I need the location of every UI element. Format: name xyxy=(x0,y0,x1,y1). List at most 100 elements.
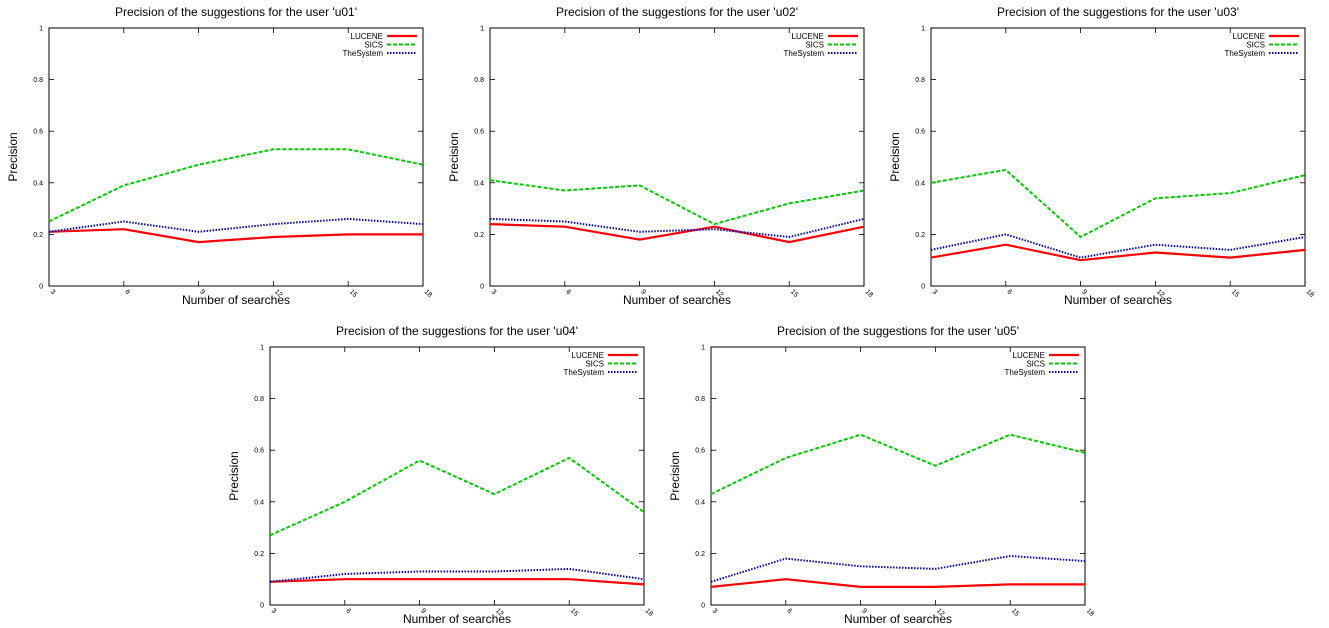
y-tick-label: 0 xyxy=(39,284,43,291)
series-line-lucene xyxy=(710,578,1085,589)
series-line-sics xyxy=(269,456,645,537)
y-tick-label: 0.8 xyxy=(695,396,705,403)
x-tick-label: 18 xyxy=(864,288,875,299)
x-tick-label: 15 xyxy=(789,288,800,299)
y-tick-label: 0.8 xyxy=(915,77,925,84)
y-axis-label: Precision xyxy=(888,132,902,181)
x-tick-label: 9 xyxy=(419,607,427,615)
chart-title: Precision of the suggestions for the use… xyxy=(336,324,578,338)
y-tick-label: 1 xyxy=(39,26,43,33)
x-tick-label: 12 xyxy=(1155,288,1166,299)
legend-label: TheSystem xyxy=(784,49,825,58)
x-tick-label: 12 xyxy=(494,607,505,618)
chart-panel-3: Precision of the suggestions for the use… xyxy=(888,5,1315,307)
y-axis-label: Precision xyxy=(6,132,20,181)
plot-frame xyxy=(489,27,865,287)
x-tick-label: 9 xyxy=(1080,288,1088,296)
y-tick-label: 0.8 xyxy=(474,77,484,84)
y-tick-label: 0.2 xyxy=(474,232,484,239)
x-axis-label: Number of searches xyxy=(623,293,731,307)
x-tick-label: 3 xyxy=(49,288,57,296)
x-axis-label: Number of searches xyxy=(844,612,952,626)
x-tick-label: 18 xyxy=(423,288,434,299)
x-tick-label: 15 xyxy=(1230,288,1241,299)
legend-label: SICS xyxy=(364,40,383,49)
y-tick-label: 0.4 xyxy=(254,499,264,506)
y-tick-label: 0.8 xyxy=(254,396,264,403)
y-tick-label: 0 xyxy=(480,284,484,291)
x-tick-label: 18 xyxy=(1085,607,1096,618)
legend-label: SICS xyxy=(1026,359,1045,368)
series-line-thesystem xyxy=(489,217,865,239)
x-tick-label: 3 xyxy=(931,288,939,296)
x-tick-label: 18 xyxy=(644,607,655,618)
x-tick-label: 12 xyxy=(273,288,284,299)
series-line-sics xyxy=(489,179,865,226)
y-tick-label: 1 xyxy=(921,26,925,33)
chart-panel-4: Precision of the suggestions for the use… xyxy=(227,324,654,626)
y-tick-label: 0.2 xyxy=(695,551,705,558)
plot-frame xyxy=(710,346,1086,606)
y-tick-label: 0.4 xyxy=(33,180,43,187)
y-tick-label: 1 xyxy=(480,26,484,33)
x-tick-label: 9 xyxy=(198,288,206,296)
series-line-thesystem xyxy=(930,233,1306,259)
legend-label: LUCENE xyxy=(351,32,383,41)
y-tick-label: 0.2 xyxy=(33,232,43,239)
y-tick-label: 0 xyxy=(921,284,925,291)
legend-label: LUCENE xyxy=(1013,351,1045,360)
y-tick-label: 1 xyxy=(701,345,705,352)
x-tick-label: 12 xyxy=(935,607,946,618)
chart-panel-5: Precision of the suggestions for the use… xyxy=(668,324,1095,626)
y-tick-label: 1 xyxy=(260,345,264,352)
x-tick-label: 6 xyxy=(564,288,572,296)
legend-label: SICS xyxy=(585,359,604,368)
legend-label: LUCENE xyxy=(1233,32,1265,41)
x-axis-label: Number of searches xyxy=(1064,293,1172,307)
series-line-lucene xyxy=(489,223,865,244)
y-tick-label: 0.4 xyxy=(695,499,705,506)
x-tick-label: 6 xyxy=(123,288,131,296)
y-tick-label: 0.6 xyxy=(915,129,925,136)
chart-title: Precision of the suggestions for the use… xyxy=(556,5,798,19)
legend-label: SICS xyxy=(1246,40,1265,49)
x-tick-label: 12 xyxy=(714,288,725,299)
x-tick-label: 6 xyxy=(785,607,793,615)
plot-frame xyxy=(269,346,645,606)
legend-label: SICS xyxy=(805,40,824,49)
y-axis-label: Precision xyxy=(227,451,241,500)
x-tick-label: 6 xyxy=(344,607,352,615)
legend-label: TheSystem xyxy=(564,368,605,377)
y-tick-label: 0.4 xyxy=(915,180,925,187)
y-tick-label: 0.8 xyxy=(33,77,43,84)
legend-label: TheSystem xyxy=(1005,368,1046,377)
y-tick-label: 0.6 xyxy=(474,129,484,136)
y-axis-label: Precision xyxy=(668,451,682,500)
y-tick-label: 0.6 xyxy=(695,448,705,455)
x-tick-label: 15 xyxy=(569,607,580,618)
chart-panel-2: Precision of the suggestions for the use… xyxy=(447,5,874,307)
y-tick-label: 0.6 xyxy=(33,129,43,136)
x-tick-label: 3 xyxy=(270,607,278,615)
legend-label: LUCENE xyxy=(792,32,824,41)
chart-title: Precision of the suggestions for the use… xyxy=(777,324,1019,338)
chart-title: Precision of the suggestions for the use… xyxy=(115,5,357,19)
series-line-sics xyxy=(710,433,1086,496)
y-axis-label: Precision xyxy=(447,132,461,181)
x-tick-label: 18 xyxy=(1305,288,1316,299)
y-tick-label: 0 xyxy=(701,603,705,610)
chart-panel-1: Precision of the suggestions for the use… xyxy=(6,5,433,307)
x-tick-label: 15 xyxy=(348,288,359,299)
legend-label: LUCENE xyxy=(572,351,604,360)
y-tick-label: 0.2 xyxy=(915,232,925,239)
legend-label: TheSystem xyxy=(1225,49,1266,58)
x-axis-label: Number of searches xyxy=(182,293,290,307)
series-line-lucene xyxy=(48,228,423,244)
x-tick-label: 9 xyxy=(639,288,647,296)
x-tick-label: 15 xyxy=(1010,607,1021,618)
series-line-thesystem xyxy=(269,567,645,583)
y-tick-label: 0.4 xyxy=(474,180,484,187)
plot-frame xyxy=(930,27,1306,287)
x-axis-label: Number of searches xyxy=(403,612,511,626)
